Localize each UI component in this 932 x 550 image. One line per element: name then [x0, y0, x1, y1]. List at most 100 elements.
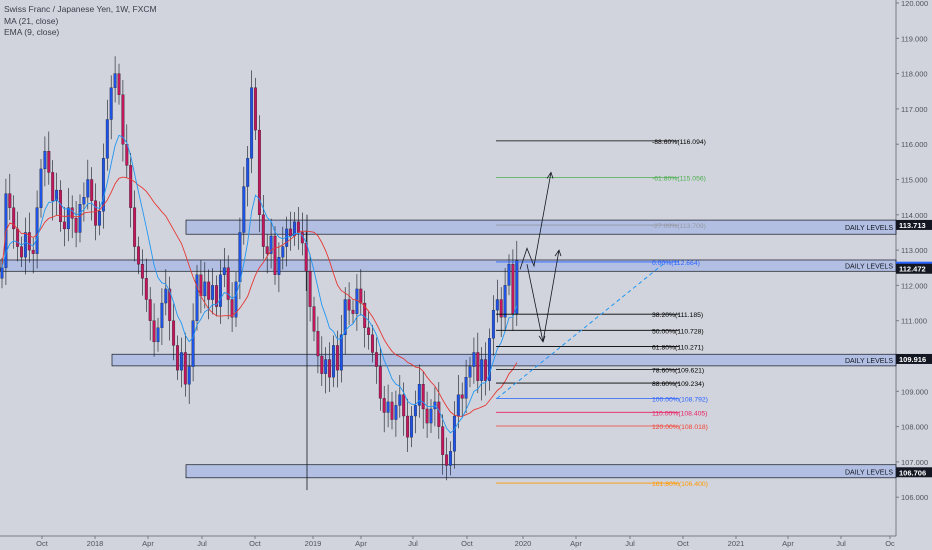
candle-bear: [261, 214, 265, 247]
ma-indicator-label: MA (21, close): [4, 15, 59, 26]
price-tag-106706-bg: [896, 467, 932, 478]
candle-bull: [488, 338, 491, 381]
candle-bear: [226, 267, 230, 300]
candle-bull: [495, 299, 499, 311]
candle-bear: [148, 299, 152, 321]
candle-bull: [464, 377, 468, 399]
time-tick-label: 2021: [728, 539, 745, 548]
candle-bull: [98, 211, 101, 226]
candle-bull: [86, 179, 90, 198]
daily-level-zone: [111, 353, 897, 367]
candle-bear: [390, 401, 394, 420]
price-tick-label: 111.000: [901, 317, 927, 326]
candle-bear: [183, 352, 187, 385]
candle-bear: [20, 246, 23, 258]
time-tick-label: Apr: [570, 539, 582, 548]
fib-level-label: -61.80%(115.056): [652, 176, 706, 183]
candle-bear: [137, 246, 140, 265]
candle-bull: [277, 257, 281, 275]
candle-bear: [460, 394, 464, 399]
candle-bull: [398, 394, 402, 406]
candle-bear: [230, 299, 234, 318]
candle-bear: [12, 207, 16, 230]
candle-bull: [429, 408, 433, 424]
candle-bull: [507, 264, 511, 286]
candle-bear: [16, 228, 20, 247]
price-tick-label: 116.000: [901, 140, 928, 149]
candle-bear: [257, 129, 261, 215]
candle-bear: [511, 264, 515, 314]
chart-title: Swiss Franc / Japanese Yen, 1W, FXCM: [4, 4, 157, 14]
fib-level-label: 100.00%(108.792): [652, 397, 708, 404]
ema-9-line: [1, 134, 518, 434]
candle-bear: [363, 302, 367, 328]
candle-bull: [222, 267, 226, 275]
plot-area: [0, 0, 896, 536]
fib-level-label: 50.00%(110.728): [652, 328, 704, 335]
candle-bull: [355, 288, 359, 314]
candle-bear: [441, 426, 445, 455]
time-axis: [0, 536, 896, 550]
candle-bull: [55, 189, 59, 201]
candle-bull: [203, 281, 207, 297]
candle-bull: [0, 267, 4, 279]
fib-level-label: 78.60%(109.621): [652, 367, 704, 374]
projection-arrowhead-up: [546, 171, 554, 179]
candle-bull: [269, 235, 273, 254]
candle-bull: [113, 73, 117, 88]
candle-bull: [105, 119, 109, 159]
fib-level-label: 120.00%(108.018): [652, 424, 708, 431]
candle-bear: [351, 309, 355, 314]
candle-bear: [296, 221, 300, 233]
candle-bull: [23, 232, 27, 258]
time-tick-label: 2020: [515, 539, 532, 548]
time-tick-label: Oct: [249, 539, 262, 548]
price-tag-106706: 106.706: [899, 468, 926, 477]
candle-bull: [179, 352, 183, 371]
candle-bull: [109, 87, 113, 120]
candle-bull: [39, 168, 43, 208]
candle-bear: [31, 249, 35, 254]
time-tick-label: Jul: [408, 539, 418, 548]
candle-bull: [468, 366, 472, 378]
candle-bull: [343, 299, 347, 335]
candle-bear: [215, 285, 218, 307]
candle-bull: [250, 87, 254, 159]
candle-bull: [160, 302, 164, 328]
ma-21-line: [1, 176, 518, 417]
candle-bear: [121, 94, 125, 145]
price-tag-109916: 109.916: [899, 355, 926, 364]
candle-bull: [394, 405, 398, 420]
price-tick-label: 115.000: [901, 176, 928, 185]
time-tick-label: Jul: [836, 539, 846, 548]
price-tick-label: 106.000: [901, 493, 928, 502]
candle-bear: [129, 165, 133, 208]
time-tick-label: Apr: [355, 539, 367, 548]
candle-bear: [421, 384, 425, 410]
fib-level-label: 161.80%(106.400): [652, 481, 708, 488]
daily-level-label: DAILY LEVELS: [845, 358, 893, 365]
candle-bear: [335, 345, 339, 371]
candle-bear: [51, 172, 55, 201]
price-axis: [896, 0, 932, 550]
candle-bull: [515, 260, 519, 314]
price-tag-113713: 113.713: [899, 221, 926, 230]
candle-bear: [382, 398, 386, 413]
candle-bear: [304, 242, 308, 272]
fib-level-label: 0.00%(112.664): [652, 260, 700, 267]
candle-bull: [246, 158, 250, 187]
candle-bull: [413, 405, 417, 417]
projection-arrowhead-alt: [554, 249, 562, 257]
daily-level-label: DAILY LEVELS: [845, 469, 893, 476]
price-tag-112472-bg: [896, 263, 932, 274]
candle-bull: [82, 196, 86, 205]
price-tick-label: 114.000: [901, 211, 928, 220]
candle-bull: [449, 451, 452, 466]
projection-path-up: [519, 172, 552, 270]
time-tick-label: Jul: [197, 539, 207, 548]
daily-level-label: DAILY LEVELS: [845, 264, 893, 271]
price-tag-113713-bg: [896, 219, 932, 230]
candle-bear: [27, 232, 31, 251]
